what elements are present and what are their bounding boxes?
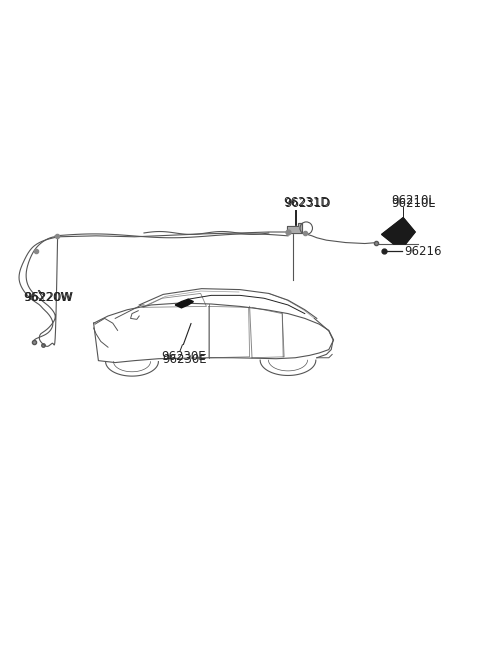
Text: 96216: 96216 (405, 245, 442, 258)
Text: 96220W: 96220W (23, 291, 72, 304)
Text: 96210L: 96210L (391, 194, 435, 207)
Text: 96210L: 96210L (391, 197, 435, 211)
Text: 96220W: 96220W (24, 291, 73, 304)
Polygon shape (382, 218, 415, 244)
Text: 96231D: 96231D (285, 197, 331, 211)
Text: 96230E: 96230E (161, 350, 205, 363)
Text: 96231D: 96231D (283, 196, 330, 209)
Text: 96230E: 96230E (162, 353, 207, 366)
Polygon shape (175, 299, 193, 308)
Polygon shape (287, 223, 302, 233)
